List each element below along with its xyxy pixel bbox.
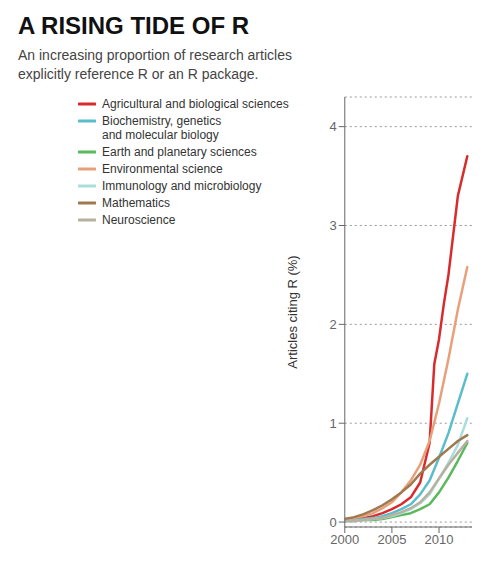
svg-text:4: 4 bbox=[330, 119, 337, 134]
svg-text:2: 2 bbox=[330, 317, 337, 332]
html-text:An increasing proportion of re: An increasing proportion of research art… bbox=[18, 47, 292, 82]
html-text:Environmental science: Environmental science bbox=[102, 162, 223, 176]
svg-text:2005: 2005 bbox=[377, 532, 406, 547]
html-text:A RISING TIDE OF R: A RISING TIDE OF R bbox=[18, 12, 250, 39]
html-text:Neuroscience: Neuroscience bbox=[102, 213, 176, 227]
svg-text:2000: 2000 bbox=[330, 532, 359, 547]
svg-text:Articles citing R (%): Articles citing R (%) bbox=[285, 255, 300, 368]
html-text:Earth and planetary sciences: Earth and planetary sciences bbox=[102, 145, 257, 159]
svg-text:0: 0 bbox=[330, 515, 337, 530]
html-text:Immunology and microbiology: Immunology and microbiology bbox=[102, 179, 262, 193]
svg-text:1: 1 bbox=[330, 416, 337, 431]
html-text:Mathematics: Mathematics bbox=[102, 196, 170, 210]
html-text:Biochemistry, genetics and mol: Biochemistry, genetics and molecular bio… bbox=[102, 114, 222, 142]
svg-text:2010: 2010 bbox=[425, 532, 454, 547]
svg-text:3: 3 bbox=[330, 218, 337, 233]
html-text:Agricultural and biological sc: Agricultural and biological sciences bbox=[102, 97, 289, 111]
